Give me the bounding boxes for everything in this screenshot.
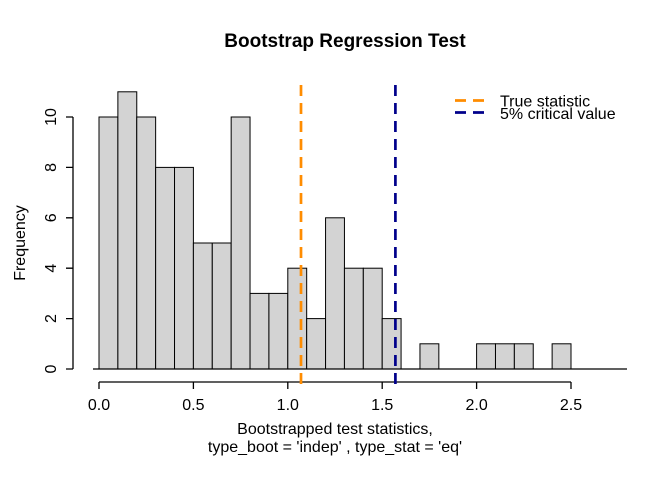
histogram-bar <box>136 116 157 370</box>
histogram-bars <box>98 91 572 370</box>
histogram-bar <box>268 292 289 370</box>
histogram-bar <box>381 318 402 370</box>
histogram-bar <box>287 267 308 370</box>
y-tick-label: 6 <box>43 213 60 222</box>
histogram-bar <box>117 91 138 370</box>
histogram-bar <box>325 217 345 370</box>
y-tick-label: 8 <box>43 163 60 172</box>
y-tick-label: 2 <box>43 314 60 323</box>
legend-label-critical-value: 5% critical value <box>500 106 616 123</box>
histogram-bar <box>155 166 176 370</box>
histogram-bar <box>211 242 232 370</box>
histogram-bar <box>419 343 440 370</box>
x-axis-label-line2: type_boot = 'indep' , type_stat = 'eq' <box>208 439 462 456</box>
histogram-bar <box>494 343 515 370</box>
histogram-bar <box>192 242 213 370</box>
x-tick-label: 0.5 <box>182 397 204 414</box>
y-tick-label: 4 <box>43 264 60 273</box>
y-axis-label: Frequency <box>12 205 29 281</box>
histogram-bar <box>249 292 270 370</box>
x-tick-label: 2.5 <box>560 397 582 414</box>
legend-label-true-statistic: True statistic <box>500 94 590 111</box>
histogram-bar <box>513 343 534 370</box>
x-tick-label: 1.5 <box>371 397 393 414</box>
histogram-bar <box>362 267 383 370</box>
y-tick-label: 0 <box>43 364 60 373</box>
histogram-bar <box>343 267 364 370</box>
legend: True statistic 5% critical value <box>455 94 616 123</box>
histogram-bar <box>174 166 194 370</box>
histogram-bar <box>476 343 496 370</box>
histogram-bar <box>551 343 572 370</box>
histogram-bar <box>230 116 251 370</box>
histogram-bar <box>306 318 327 370</box>
chart-title: Bootstrap Regression Test <box>224 31 466 52</box>
y-axis-ticks <box>66 116 73 370</box>
y-tick-label: 10 <box>43 108 60 126</box>
x-tick-label: 0.0 <box>88 397 110 414</box>
x-axis-label-line1: Bootstrapped test statistics, <box>237 421 433 438</box>
x-tick-label: 2.0 <box>465 397 487 414</box>
x-axis-ticks <box>98 382 572 389</box>
x-tick-label: 1.0 <box>277 397 299 414</box>
histogram-bar <box>98 116 119 370</box>
